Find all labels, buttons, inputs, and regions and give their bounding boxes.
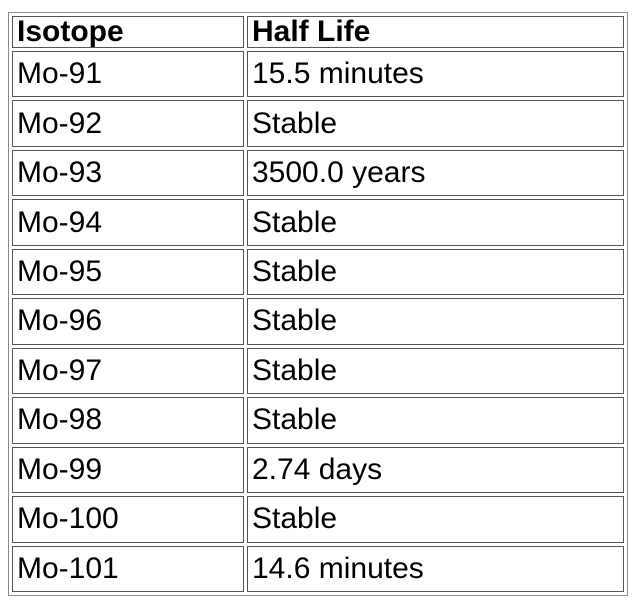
half-life-cell: Stable xyxy=(247,298,624,345)
isotope-cell: Mo-94 xyxy=(12,199,244,246)
table-row: Mo-98 Stable xyxy=(12,397,624,444)
table-row: Mo-94 Stable xyxy=(12,199,624,246)
isotope-cell: Mo-96 xyxy=(12,298,244,345)
half-life-cell: Stable xyxy=(247,100,624,147)
isotope-cell: Mo-99 xyxy=(12,446,244,494)
table-row: Mo-99 2.74 days xyxy=(12,446,624,494)
isotope-cell: Mo-92 xyxy=(12,100,244,147)
half-life-cell: 2.74 days xyxy=(247,446,624,494)
half-life-cell: Stable xyxy=(247,199,624,246)
table-row: Mo-101 14.6 minutes xyxy=(12,545,624,592)
isotope-cell: Mo-95 xyxy=(12,248,244,296)
isotope-cell: Mo-97 xyxy=(12,347,244,395)
table-row: Mo-93 3500.0 years xyxy=(12,149,624,197)
header-half-life: Half Life xyxy=(247,16,624,48)
isotope-cell: Mo-100 xyxy=(12,496,244,543)
half-life-cell: Stable xyxy=(247,248,624,296)
half-life-cell: 14.6 minutes xyxy=(247,545,624,592)
isotope-cell: Mo-101 xyxy=(12,545,244,592)
half-life-cell: Stable xyxy=(247,496,624,543)
isotope-half-life-table: Isotope Half Life Mo-91 15.5 minutes Mo-… xyxy=(9,13,627,595)
half-life-cell: 3500.0 years xyxy=(247,149,624,197)
isotope-cell: Mo-91 xyxy=(12,51,244,98)
header-isotope: Isotope xyxy=(12,16,244,48)
isotope-cell: Mo-93 xyxy=(12,149,244,197)
half-life-cell: 15.5 minutes xyxy=(247,51,624,98)
table-row: Mo-95 Stable xyxy=(12,248,624,296)
isotope-cell: Mo-98 xyxy=(12,397,244,444)
table-row: Mo-100 Stable xyxy=(12,496,624,543)
table-row: Mo-91 15.5 minutes xyxy=(12,51,624,98)
half-life-cell: Stable xyxy=(247,397,624,444)
half-life-cell: Stable xyxy=(247,347,624,395)
table-row: Mo-96 Stable xyxy=(12,298,624,345)
isotope-table-container: Isotope Half Life Mo-91 15.5 minutes Mo-… xyxy=(8,12,628,596)
table-header-row: Isotope Half Life xyxy=(12,16,624,48)
table-row: Mo-92 Stable xyxy=(12,100,624,147)
table-row: Mo-97 Stable xyxy=(12,347,624,395)
